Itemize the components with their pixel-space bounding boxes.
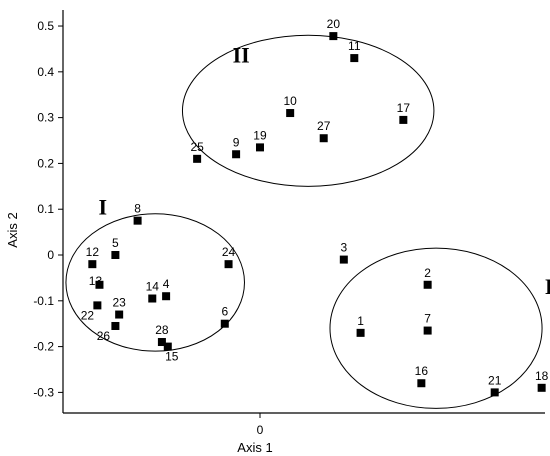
data-point bbox=[88, 260, 97, 269]
point-label: 2 bbox=[424, 266, 431, 280]
axes: -0.3 -0.2 -0.1 0 0.1 0.2 0.3 0.4 0.5 0 bbox=[33, 10, 545, 437]
data-point bbox=[490, 388, 499, 397]
data-point bbox=[157, 338, 166, 347]
point-label: 8 bbox=[134, 202, 141, 216]
point-label: 13 bbox=[89, 274, 103, 288]
data-point bbox=[232, 150, 241, 159]
point-label: 4 bbox=[163, 277, 170, 291]
data-point bbox=[111, 251, 120, 260]
data-point bbox=[319, 134, 328, 143]
point-label: 25 bbox=[190, 140, 204, 154]
data-point bbox=[111, 321, 120, 330]
point-label: 17 bbox=[397, 101, 411, 115]
cluster-label: I bbox=[99, 195, 108, 220]
point-label: 21 bbox=[488, 373, 502, 387]
point-label: 9 bbox=[233, 135, 240, 149]
data-point bbox=[115, 310, 124, 319]
point-label: 26 bbox=[97, 329, 111, 343]
data-point bbox=[537, 383, 546, 392]
y-tick-label: 0.2 bbox=[37, 156, 54, 170]
data-point bbox=[339, 255, 348, 264]
data-point bbox=[133, 216, 142, 225]
data-point bbox=[163, 342, 172, 351]
y-tick-label: 0 bbox=[47, 248, 54, 262]
data-point bbox=[423, 280, 432, 289]
point-label: 10 bbox=[283, 94, 297, 108]
point-label: 18 bbox=[535, 369, 549, 383]
point-label: 12 bbox=[86, 245, 100, 259]
data-point bbox=[224, 260, 233, 269]
data-point bbox=[350, 54, 359, 63]
cluster-label: III bbox=[545, 274, 550, 299]
point-label: 22 bbox=[81, 308, 95, 322]
point-label: 15 bbox=[165, 350, 179, 364]
cluster-ellipses: IIIIII bbox=[65, 34, 550, 409]
point-label: 16 bbox=[415, 364, 429, 378]
point-label: 3 bbox=[340, 241, 347, 255]
cluster-ellipse bbox=[65, 213, 245, 352]
y-tick-label: 0.5 bbox=[37, 19, 54, 33]
point-label: 24 bbox=[222, 245, 236, 259]
cluster-ellipse bbox=[181, 34, 435, 187]
data-point bbox=[95, 280, 104, 289]
y-tick-label: 0.3 bbox=[37, 111, 54, 125]
data-point bbox=[329, 32, 338, 41]
data-point bbox=[162, 292, 171, 301]
point-label: 6 bbox=[221, 305, 228, 319]
point-label: 1 bbox=[357, 314, 364, 328]
point-label: 20 bbox=[327, 17, 341, 31]
data-point bbox=[399, 115, 408, 124]
point-label: 7 bbox=[424, 312, 431, 326]
y-tick-label: 0.4 bbox=[37, 65, 54, 79]
data-point bbox=[148, 294, 157, 303]
point-label: 27 bbox=[317, 119, 331, 133]
y-axis-title: Axis 2 bbox=[5, 212, 20, 247]
data-point bbox=[220, 319, 229, 328]
data-point bbox=[255, 143, 264, 152]
data-point bbox=[193, 154, 202, 163]
data-point bbox=[93, 301, 102, 310]
y-tick-label: 0.1 bbox=[37, 202, 54, 216]
cluster-ellipse bbox=[329, 247, 543, 409]
data-point bbox=[423, 326, 432, 335]
data-point bbox=[356, 328, 365, 337]
point-label: 28 bbox=[155, 323, 169, 337]
y-tick-label: -0.2 bbox=[33, 340, 54, 354]
data-point bbox=[417, 379, 426, 388]
point-label: 11 bbox=[348, 39, 361, 53]
x-axis-title: Axis 1 bbox=[237, 440, 272, 455]
y-tick-label: -0.3 bbox=[33, 385, 54, 399]
point-label: 5 bbox=[112, 236, 119, 250]
point-label: 14 bbox=[146, 280, 160, 294]
x-tick-label: 0 bbox=[257, 423, 264, 437]
point-label: 23 bbox=[112, 296, 126, 310]
point-label: 19 bbox=[253, 128, 267, 142]
y-tick-label: -0.1 bbox=[33, 294, 54, 308]
cluster-label: II bbox=[233, 43, 250, 68]
data-point bbox=[286, 109, 295, 118]
